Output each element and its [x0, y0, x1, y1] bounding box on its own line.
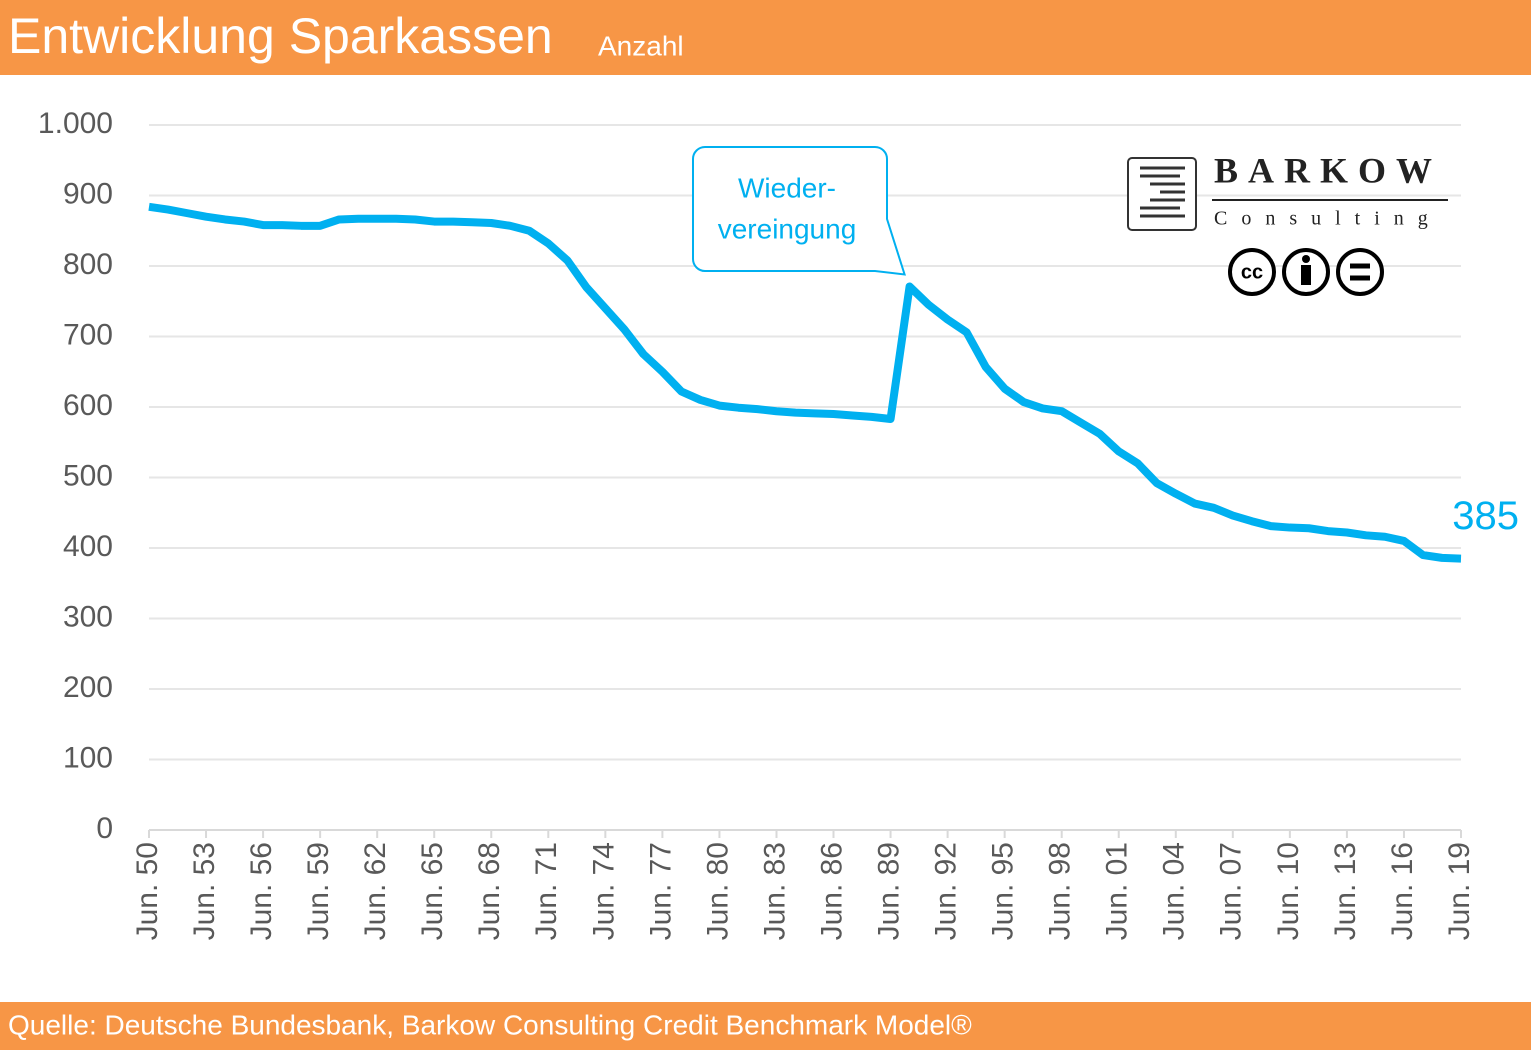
x-tick-label: Jun. 56	[245, 842, 278, 940]
by-head	[1302, 255, 1310, 263]
by-body	[1301, 265, 1311, 285]
x-tick-label: Jun. 92	[930, 842, 963, 940]
source: Quelle: Deutsche Bundesbank, Barkow Cons…	[8, 1009, 972, 1040]
x-tick-label: Jun. 50	[131, 842, 164, 940]
data-line	[148, 202, 1462, 563]
y-tick-label: 300	[63, 600, 113, 633]
y-tick-label: 200	[63, 671, 113, 704]
annotation-text: Wieder-	[738, 172, 836, 203]
logo-name: BARKOW	[1214, 150, 1442, 190]
annotation-box	[692, 146, 907, 276]
x-tick-label: Jun. 53	[188, 842, 221, 940]
x-tick-label: Jun. 74	[587, 842, 620, 940]
y-tick-label: 800	[63, 248, 113, 281]
x-tick-label: Jun. 13	[1329, 842, 1362, 940]
x-tick-label: Jun. 62	[359, 842, 392, 940]
x-tick-label: Jun. 07	[1215, 842, 1248, 940]
x-tick-label: Jun. 01	[1101, 842, 1134, 940]
x-tick-label: Jun. 98	[1044, 842, 1077, 940]
logo-sub: Consulting	[1214, 208, 1442, 230]
x-tick-label: Jun. 16	[1386, 842, 1419, 940]
data-label: 385	[1452, 494, 1519, 538]
x-tick-label: Jun. 89	[872, 842, 905, 940]
x-tick-label: Jun. 10	[1272, 842, 1305, 940]
y-tick-label: 0	[96, 812, 113, 845]
y-tick-label: 100	[63, 741, 113, 774]
x-tick-label: Jun. 86	[815, 842, 848, 940]
logo-icon	[1140, 166, 1185, 218]
nd-sign	[1350, 263, 1370, 281]
y-tick-label: 1.000	[38, 107, 113, 140]
x-tick-label: Jun. 83	[758, 842, 791, 940]
x-tick-label: Jun. 77	[644, 842, 677, 940]
chart-title: Entwicklung Sparkassen	[8, 8, 553, 64]
chart-subtitle: Anzahl	[598, 30, 684, 61]
x-tick-label: Jun. 80	[701, 842, 734, 940]
y-tick-label: 400	[63, 530, 113, 563]
logo: BARKOW Consulting cc	[1127, 150, 1448, 296]
x-tick-label: Jun. 71	[530, 842, 563, 940]
x-tick-label: Jun. 65	[416, 842, 449, 940]
y-tick-label: 600	[63, 389, 113, 422]
cc-text: cc	[1241, 261, 1263, 283]
cc-icon	[1228, 248, 1276, 296]
x-tick-label: Jun. 19	[1443, 842, 1476, 940]
footer-band	[0, 1002, 1531, 1050]
nd-icon	[1336, 248, 1384, 296]
x-tick-label: Jun. 04	[1158, 842, 1191, 940]
x-tick-label: Jun. 59	[302, 842, 335, 940]
x-tick-label: Jun. 68	[473, 842, 506, 940]
y-tick-label: 900	[63, 177, 113, 210]
header-band	[0, 0, 1531, 75]
y-tick-label: 700	[63, 318, 113, 351]
annotation-text: vereingung	[718, 213, 857, 244]
x-tick-label: Jun. 95	[987, 842, 1020, 940]
y-tick-label: 500	[63, 459, 113, 492]
